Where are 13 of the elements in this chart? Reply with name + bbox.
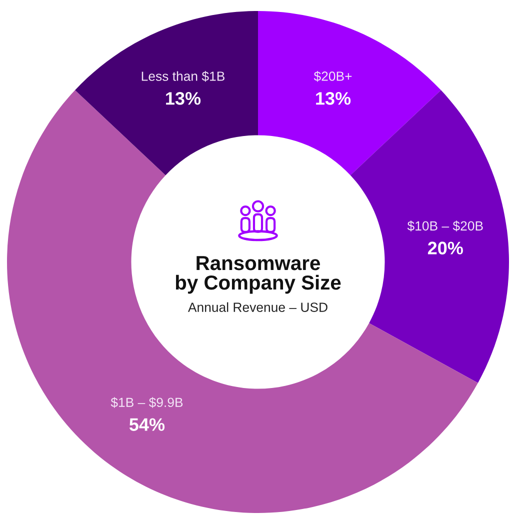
slice-label: $20B+ (314, 71, 352, 82)
donut-slice (350, 90, 509, 383)
slice-label: $10B – $20B (407, 220, 483, 232)
donut-slice (75, 11, 258, 176)
data-label: 20% (428, 242, 463, 254)
data-label: 13% (316, 92, 351, 105)
donut-slice (258, 11, 441, 176)
text: Ransomware by Company Size (176, 256, 341, 294)
slice-label: Less than $1B (142, 71, 224, 82)
data-label: 13% (166, 92, 201, 105)
text: Annual Revenue – USD (188, 302, 328, 312)
data-label: 54% (129, 418, 165, 431)
slice-label: $1B – $9.9B (110, 397, 183, 408)
